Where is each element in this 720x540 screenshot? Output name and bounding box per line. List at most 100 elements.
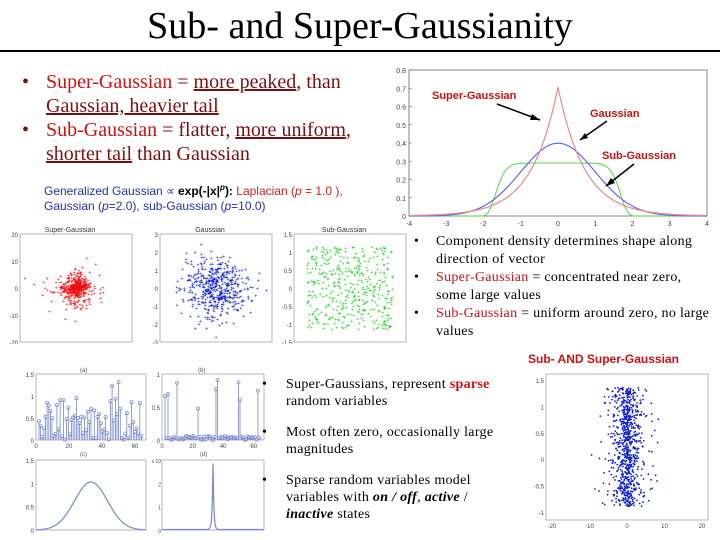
scatter-point: + [209,283,212,289]
scatter-point: + [220,296,223,302]
scatter-point [633,497,636,500]
scatter-point: + [211,268,214,274]
scatter-point: + [231,305,234,311]
scatter-point: + [265,289,268,295]
scatter-point: + [378,296,381,302]
scatter-point: + [226,299,229,305]
scatter-point: + [375,282,378,288]
scatter-point: + [83,274,86,280]
scatter-point: + [75,293,78,299]
scatter-point: + [72,287,75,293]
scatter-point: + [211,278,214,284]
scatter-point: + [73,294,76,300]
scatter-point: + [76,276,79,282]
scatter-point: + [322,327,325,333]
scatter-point: + [205,292,208,298]
text: / [459,490,468,505]
text: = 1.0 ), [301,184,343,198]
scatter-point: + [317,281,320,287]
scatter-point: + [225,299,228,305]
scatter-point: + [196,262,199,268]
scatter-point: + [75,301,78,307]
scatter-point [625,446,628,449]
scatter-point [602,482,605,484]
label-super-gaussian: Super-Gaussian [432,90,517,102]
scatter-point: + [234,293,237,299]
scatter-point: + [230,283,233,289]
scatter-point: + [215,287,218,293]
tick-label: 0 [34,444,38,450]
scatter-point [620,423,623,426]
scatter-point: + [311,295,314,301]
scatter-point: + [344,282,347,288]
bullet-super-gaussian: • Super-Gaussian = more peaked, than Gau… [22,70,382,118]
scatter-point: + [307,300,310,306]
scatter-point: + [83,278,86,284]
scatter-point: + [346,293,349,299]
scatter-point: + [72,285,75,291]
scatter-point [639,439,641,442]
scatter-point: + [308,313,311,319]
scatter-point: + [334,318,337,324]
scatter-point: + [226,282,229,288]
scatter-point [620,432,623,435]
scatter-point: + [74,289,77,295]
scatter-point: + [257,279,260,285]
scatter-point [600,441,602,443]
scatter-point: + [241,299,244,305]
scatter-point: + [211,304,214,310]
scatter-point [616,495,618,498]
scatter-point: + [79,289,82,295]
scatter-point [628,425,630,427]
scatter-point: + [240,277,243,283]
scatter-point: + [386,296,389,302]
scatter-point: + [188,274,191,280]
scatter-point [651,487,653,490]
stem-marker [85,409,90,414]
scatter-point: + [58,280,61,286]
scatter-point: + [87,283,90,289]
scatter-point: + [70,273,73,279]
scatter-point: + [238,273,241,279]
scatter-point [629,455,631,458]
scatter-point [636,475,639,477]
scatter-point: + [219,314,222,320]
scatter-point: + [310,279,313,285]
scatter-point [621,386,624,389]
scatter-point: + [226,283,229,289]
scatter-point: + [336,246,339,252]
stem-marker [196,406,200,411]
scatter-point [612,415,615,418]
scatter-point: + [315,260,318,266]
scatter-point: + [229,279,232,285]
scatter-point [619,464,622,466]
scatter-point: + [207,308,210,314]
scatter-point: + [226,269,229,275]
scatter-point [645,414,648,417]
scatter-point: + [356,263,359,269]
scatter-point: + [68,286,71,292]
scatter-point: + [323,275,326,281]
scatter-point: + [84,279,87,285]
scatter-point: + [205,281,208,287]
scatter-point [633,478,636,480]
scatter-point: + [320,263,323,269]
scatter-point: + [74,286,77,292]
scatter-point [627,454,629,456]
scatter-point: + [232,286,235,292]
scatter-point: + [77,287,80,293]
scatter-point: + [339,254,342,260]
scatter-point [621,443,624,446]
scatter-point: + [375,318,378,324]
scatter-point: + [333,246,336,252]
scatter-point [607,388,609,391]
scatter-point: + [386,262,389,268]
scatter-point: + [236,285,239,291]
scatter-point: + [226,285,229,291]
scatter-point [640,505,643,508]
scatter-point: + [373,284,376,290]
scatter-point: + [341,271,344,277]
scatter-point: + [342,306,345,312]
scatter-point: + [372,327,375,333]
scatter-point: + [215,279,218,285]
